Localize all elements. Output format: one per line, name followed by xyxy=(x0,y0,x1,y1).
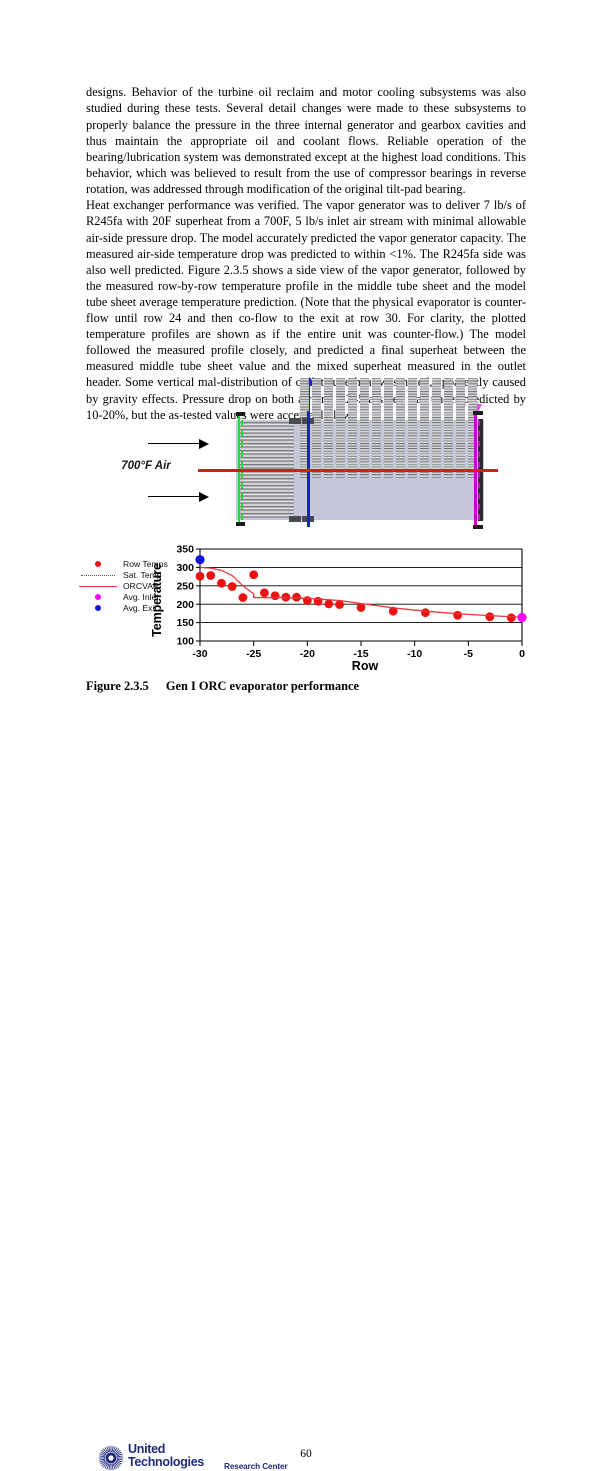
air-inlet-arrow xyxy=(148,492,209,502)
tube-column xyxy=(372,378,381,478)
legend-label: ORCVAP xyxy=(123,581,159,592)
tube-column xyxy=(360,378,369,478)
svg-text:-30: -30 xyxy=(192,648,207,660)
arrow-head-icon xyxy=(472,404,482,414)
svg-text:-10: -10 xyxy=(407,648,422,660)
header-block xyxy=(289,418,301,424)
svg-text:100: 100 xyxy=(176,636,194,648)
legend-label: Row Temps xyxy=(123,559,168,570)
tube-column xyxy=(384,378,393,478)
tube-column xyxy=(324,378,333,478)
legend-marker-icon xyxy=(78,561,118,568)
tube-column xyxy=(300,378,309,478)
legend-label: Avg. Inlet xyxy=(123,592,159,603)
legend-label: Sat. Temp xyxy=(123,570,162,581)
body-paragraph-2: Heat exchanger performance was verified.… xyxy=(86,198,526,422)
tube-column xyxy=(432,378,441,478)
x-axis-title: Row xyxy=(351,659,379,673)
arrow-head-icon xyxy=(199,492,209,502)
figure-caption-text: Gen I ORC evaporator performance xyxy=(165,679,360,693)
arrow-head-icon xyxy=(305,377,315,386)
header-block xyxy=(289,516,301,522)
legend-line-icon xyxy=(78,585,118,587)
svg-text:-25: -25 xyxy=(246,648,261,660)
evaporator-performance-chart: Row Temps Sat. Temp ORCVAP Avg. Inlet xyxy=(60,541,530,681)
tube-column xyxy=(408,378,417,478)
tube-column xyxy=(420,378,429,478)
svg-text:250: 250 xyxy=(176,580,194,592)
air-flow-line xyxy=(198,469,498,472)
svg-text:150: 150 xyxy=(176,617,194,629)
air-inlet-label: 700°F Air xyxy=(121,460,171,472)
legend-dotted-line-icon xyxy=(78,574,118,576)
page-number: 60 xyxy=(300,1448,312,1460)
legend-item-sat-temp: Sat. Temp xyxy=(78,570,190,581)
air-inlet-arrow xyxy=(148,439,209,449)
svg-text:0: 0 xyxy=(519,648,525,660)
tube-column xyxy=(444,378,453,478)
tube-column xyxy=(468,378,477,478)
evaporator-schematic: 700°F Air xyxy=(86,377,526,546)
svg-text:350: 350 xyxy=(176,544,194,556)
tube-column xyxy=(336,378,345,478)
body-paragraph-1: designs. Behavior of the turbine oil rec… xyxy=(86,85,526,196)
tube-column xyxy=(456,378,465,478)
legend-item-avg-exit: Avg. Exit xyxy=(78,603,190,614)
svg-text:-20: -20 xyxy=(300,648,315,660)
svg-text:-5: -5 xyxy=(464,648,473,660)
chart-legend: Row Temps Sat. Temp ORCVAP Avg. Inlet xyxy=(78,559,190,614)
tube-column xyxy=(348,378,357,478)
svg-text:300: 300 xyxy=(176,562,194,574)
legend-marker-icon xyxy=(78,605,118,612)
legend-label: Avg. Exit xyxy=(123,603,157,614)
page-footer: United Technologies Research Center 60 xyxy=(0,718,612,1471)
arrow-head-icon xyxy=(199,439,209,449)
legend-item-avg-inlet: Avg. Inlet xyxy=(78,592,190,603)
legend-marker-icon xyxy=(78,594,118,601)
tube-column xyxy=(396,378,405,478)
research-center-label: Research Center xyxy=(224,1462,288,1471)
legend-item-orcvap: ORCVAP xyxy=(78,581,190,592)
svg-text:-15: -15 xyxy=(353,648,368,660)
plot-area: 100 150 200 250 300 350 -30 -25 -20 -15 -10 -5 0 xyxy=(176,544,527,660)
figure-number: Figure 2.3.5 xyxy=(86,679,149,693)
figure-caption: Figure 2.3.5 Gen I ORC evaporator perfor… xyxy=(86,679,359,694)
mid-tube-sheet-arrow-up xyxy=(305,377,315,414)
legend-item-row-temps: Row Temps xyxy=(78,559,190,570)
tube-column xyxy=(312,378,321,478)
svg-text:200: 200 xyxy=(176,599,194,611)
document-page: designs. Behavior of the turbine oil rec… xyxy=(0,85,612,1471)
